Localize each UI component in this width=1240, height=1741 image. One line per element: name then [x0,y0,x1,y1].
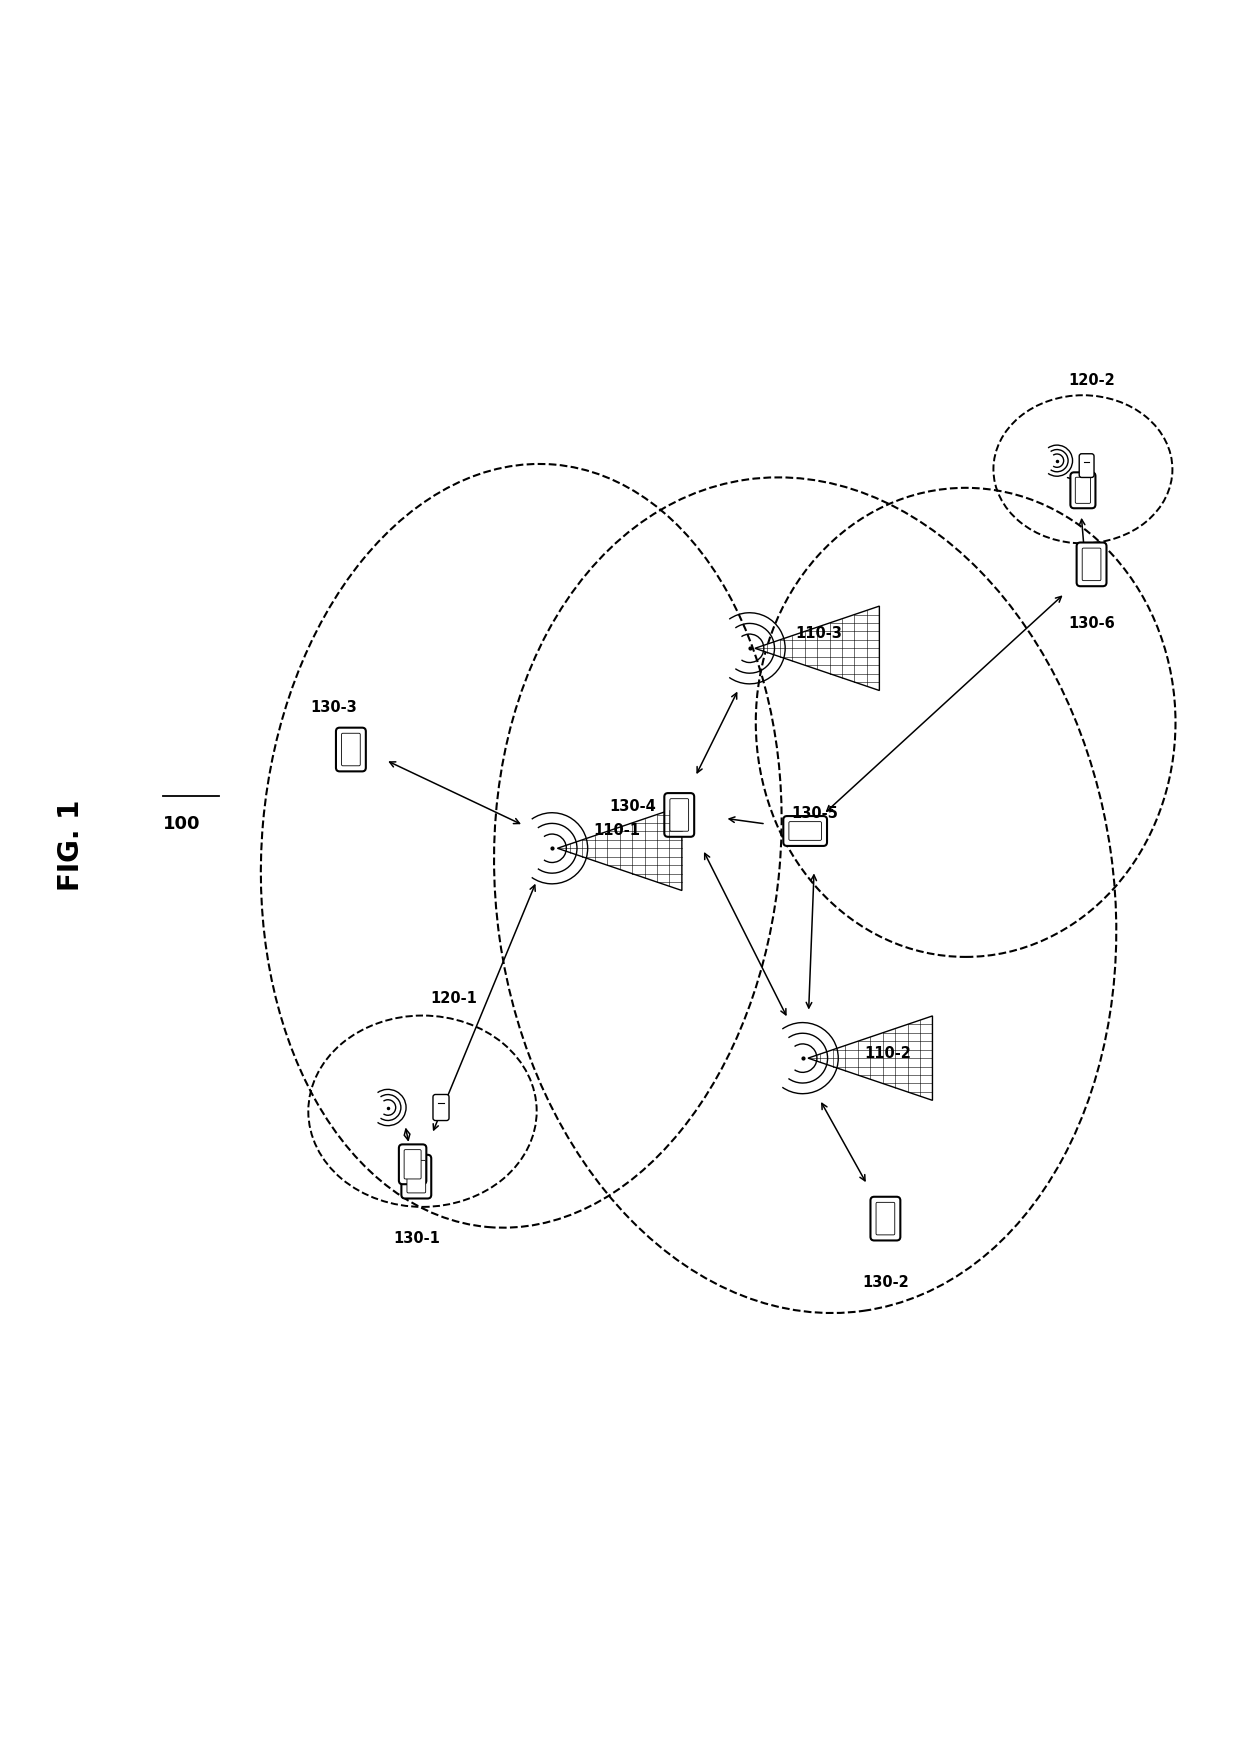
FancyBboxPatch shape [407,1160,425,1193]
Text: 110-2: 110-2 [864,1046,911,1060]
Text: 120-1: 120-1 [430,991,477,1006]
FancyBboxPatch shape [341,733,361,766]
Text: 130-3: 130-3 [310,700,357,716]
FancyBboxPatch shape [1070,472,1095,508]
FancyBboxPatch shape [875,1203,895,1234]
Text: 110-3: 110-3 [795,627,842,641]
Text: 120-2: 120-2 [1068,373,1115,388]
FancyBboxPatch shape [404,1149,422,1179]
FancyBboxPatch shape [670,799,688,830]
FancyBboxPatch shape [1079,454,1094,477]
FancyBboxPatch shape [399,1144,427,1184]
Text: 130-6: 130-6 [1068,616,1115,632]
FancyBboxPatch shape [784,817,827,846]
Text: FIG. 1: FIG. 1 [57,801,84,891]
FancyBboxPatch shape [433,1095,449,1121]
Text: 130-4: 130-4 [609,799,656,813]
Text: 100: 100 [164,815,201,832]
FancyBboxPatch shape [1076,543,1106,587]
Text: 130-1: 130-1 [393,1231,440,1247]
FancyBboxPatch shape [336,728,366,771]
Text: 110-1: 110-1 [593,823,640,839]
FancyBboxPatch shape [870,1196,900,1241]
FancyBboxPatch shape [402,1154,432,1198]
Text: 130-2: 130-2 [862,1276,909,1290]
Polygon shape [558,806,682,890]
FancyBboxPatch shape [789,822,821,841]
FancyBboxPatch shape [665,794,694,837]
Polygon shape [755,606,879,691]
FancyBboxPatch shape [1083,548,1101,581]
FancyBboxPatch shape [1075,477,1090,503]
Text: 130-5: 130-5 [791,806,838,822]
Polygon shape [808,1017,932,1100]
